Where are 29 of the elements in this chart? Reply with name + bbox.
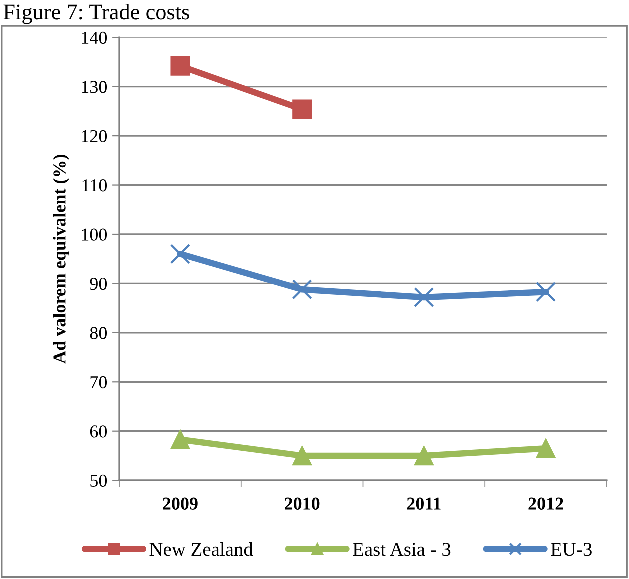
legend-label: New Zealand [150,542,254,556]
y-tick-label: 90 [90,278,108,290]
point [170,430,190,450]
y-tick-label: 70 [90,376,108,389]
point [292,446,312,466]
x-tick-label: 2011 [407,498,441,510]
point [170,244,191,264]
legend-label: EU-3 [551,543,592,556]
y-tick-label: 50 [90,474,108,488]
y-tick-label: 100 [82,228,108,241]
point [414,446,434,466]
point [414,287,434,308]
point [292,100,312,120]
point [536,282,556,302]
y-tick-label: 110 [82,180,108,192]
x-tick-label: 2010 [285,498,320,510]
y-tick-label: 130 [82,81,108,94]
y-tick-label: 80 [90,327,108,340]
y-tick-label: 140 [82,32,108,44]
chart-title: Figure 7: Trade costs [4,4,190,24]
y-tick-label: 120 [82,130,108,143]
point [292,280,312,300]
point [170,56,190,76]
x-tick-label: 2009 [163,498,198,510]
point [536,438,556,458]
x-tick-label: 2012 [528,498,564,510]
legend-label: East Asia - 3 [353,543,451,556]
y-tick-label: 60 [90,426,108,438]
y-axis-title: Ad valorem equivalent (%) [53,154,70,364]
